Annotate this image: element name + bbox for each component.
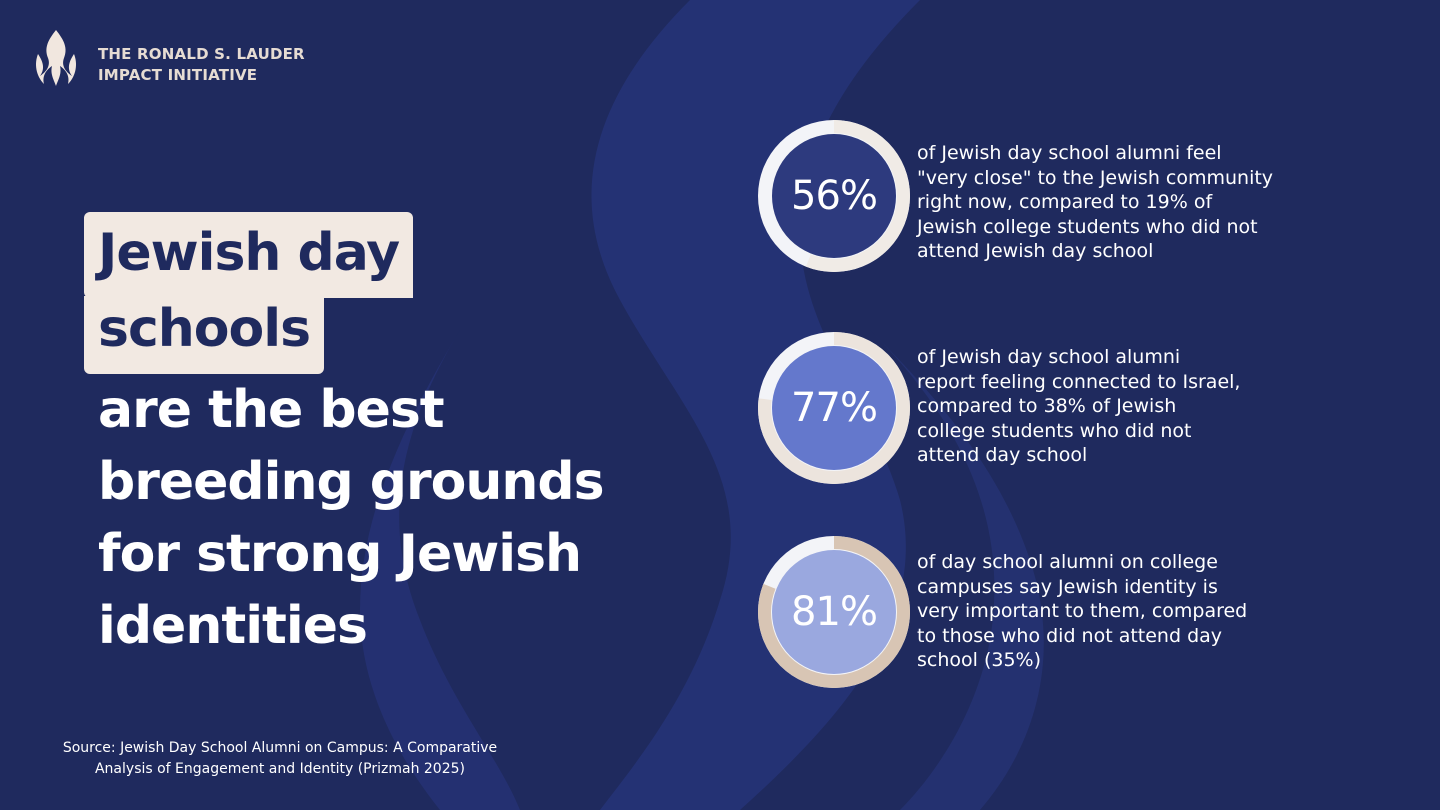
headline-line: are the best: [98, 380, 445, 440]
stat-description-line: of Jewish day school alumni feel: [917, 142, 1222, 164]
source-citation: Source: Jewish Day School Alumni on Camp…: [30, 738, 530, 780]
stat-card-2: 77% of Jewish day school alumni report f…: [757, 331, 1337, 491]
source-line: Analysis of Engagement and Identity (Pri…: [94, 761, 465, 777]
headline-line: for strong Jewish: [98, 524, 582, 584]
headline-highlight-line: Jewish day: [84, 212, 414, 298]
progress-ring-2: [758, 332, 910, 484]
headline-line: identities: [98, 596, 368, 656]
stat-percentage: 77%: [791, 385, 878, 431]
stat-description-line: compared to 38% of Jewish: [917, 395, 1177, 417]
headline-highlight-line: schools: [84, 296, 325, 374]
organization-name-line: THE RONALD S. LAUDER: [98, 45, 305, 63]
headline: Jewish day schools are the best breeding…: [84, 212, 704, 662]
stat-description-line: campuses say Jewish identity is: [917, 575, 1218, 598]
ring-progress-arc: [758, 120, 910, 272]
stat-card-3: 81% of day school alumni on college camp…: [757, 535, 1337, 695]
source-line: Source: Jewish Day School Alumni on Camp…: [62, 740, 498, 756]
stat-description-line: attend day school: [917, 444, 1088, 466]
stat-description: of Jewish day school alumni feel "very c…: [917, 141, 1317, 264]
stat-description-line: of day school alumni on college: [917, 551, 1218, 573]
headline-line: breeding grounds: [98, 452, 605, 512]
stat-percentage: 56%: [791, 173, 878, 219]
stat-description-line: school (35%): [917, 649, 1042, 671]
headline-rest: are the best breeding grounds for strong…: [84, 374, 704, 662]
stat-description: of day school alumni on college campuses…: [917, 550, 1317, 673]
organization-name-line: IMPACT INITIATIVE: [98, 66, 258, 84]
stat-description-line: to those who did not attend day: [917, 624, 1223, 647]
stat-description-line: attend Jewish day school: [917, 240, 1154, 262]
stat-description-line: "very close" to the Jewish community: [917, 166, 1274, 189]
ring-center-fill: [772, 550, 896, 674]
stat-card-1: 56% of Jewish day school alumni feel "ve…: [757, 119, 1337, 279]
stat-description-line: right now, compared to 19% of: [917, 191, 1213, 213]
stat-description-line: report feeling connected to Israel,: [917, 370, 1241, 393]
ring-center-fill: [772, 346, 896, 470]
flame-logo-icon: [34, 28, 78, 88]
ring-center-fill: [772, 134, 896, 258]
progress-ring-1: [758, 120, 910, 272]
ring-progress-arc: [758, 332, 910, 484]
organization-name: THE RONALD S. LAUDER IMPACT INITIATIVE: [98, 44, 305, 86]
stat-description-line: very important to them, compared: [917, 600, 1248, 622]
stat-description-line: of Jewish day school alumni: [917, 346, 1181, 368]
progress-ring-3: [758, 536, 910, 688]
stat-description-line: Jewish college students who did not: [917, 215, 1258, 238]
stat-description-line: college students who did not: [917, 419, 1192, 442]
stat-description: of Jewish day school alumni report feeli…: [917, 345, 1317, 468]
ring-progress-arc: [758, 536, 910, 688]
stat-percentage: 81%: [791, 589, 878, 635]
